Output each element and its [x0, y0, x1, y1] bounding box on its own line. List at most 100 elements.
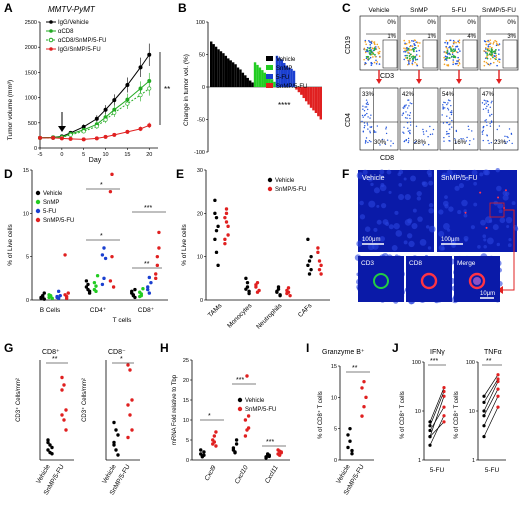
h-dots-dot: [202, 450, 206, 454]
b-bar: [219, 51, 223, 87]
b-bar: [314, 87, 318, 113]
c-event: [409, 59, 411, 62]
c-top-q2: 1%: [427, 34, 436, 40]
panel-i-ticks: 0 5 10 15: [331, 364, 340, 464]
g-dot: [116, 453, 120, 457]
c-event: [505, 142, 507, 145]
h-ticks-label: 0: [186, 458, 189, 464]
nucleus: [448, 206, 454, 212]
c-event: [374, 53, 376, 56]
d-ticks-label: 10: [23, 211, 29, 217]
nucleus: [386, 169, 392, 175]
c-event: [405, 111, 407, 113]
panel-c-flow-plots: Vehicle0%1%33%30%SnMP0%1%42%28%5-FU0%4%5…: [359, 7, 519, 151]
c-event: [368, 139, 371, 142]
c-event: [413, 141, 416, 144]
panel-a-title: MMTV-PyMT: [48, 5, 96, 14]
a-point: [37, 135, 42, 140]
c-bot-q2: 28%: [414, 140, 427, 146]
c-event: [362, 116, 364, 118]
b-bar: [266, 74, 269, 87]
c-event: [485, 43, 488, 46]
h-dots-dot: [231, 448, 236, 452]
c-event: [369, 117, 371, 119]
panel-h: H mRNA Fold relative to Tbp 0 5 10 15 20 25 *…: [160, 341, 290, 485]
b-ytick-label: -100: [194, 150, 205, 156]
c-event: [366, 124, 369, 126]
c-event: [367, 116, 369, 118]
nucleus: [507, 243, 512, 248]
nucleus: [461, 199, 468, 207]
c-event: [415, 63, 418, 65]
c-event: [486, 57, 489, 60]
e-dots-dot: [309, 267, 313, 272]
c-event: [486, 48, 489, 51]
c-event: [490, 121, 493, 124]
c-event: [370, 64, 373, 66]
c-event: [408, 39, 410, 42]
c-event: [410, 56, 413, 58]
panel-g-points: [46, 363, 134, 457]
e-dots-dot: [278, 293, 282, 297]
g-dot: [128, 413, 132, 417]
h-dots-dot: [243, 434, 248, 438]
c-event: [487, 139, 489, 142]
c-event: [408, 114, 411, 117]
c-event: [483, 60, 486, 63]
c-event: [487, 44, 490, 46]
c-event: [471, 130, 473, 132]
c-event: [422, 131, 425, 133]
micrograph-vehicle-title: Vehicle: [362, 175, 385, 182]
h-dots-dot: [199, 448, 203, 452]
nucleus: [495, 167, 500, 173]
c-event: [369, 126, 371, 128]
c-event: [490, 102, 492, 104]
b-bar: [227, 58, 230, 87]
c-event: [508, 128, 511, 130]
panel-b-label: B: [178, 1, 187, 15]
c-event: [373, 130, 375, 132]
c-event: [377, 51, 379, 54]
c-event: [403, 58, 406, 61]
a-point: [68, 136, 73, 141]
c-event: [491, 51, 494, 54]
c-event: [456, 62, 458, 65]
panel-d-points: [39, 172, 161, 301]
c-event: [443, 140, 445, 142]
b-bar: [297, 87, 301, 93]
e-dots-dot: [307, 272, 312, 276]
c-event: [408, 54, 411, 57]
panel-h-sig-0: *: [208, 413, 211, 420]
h-dots-dot: [265, 452, 270, 456]
panel-b-legend: Vehicle SnMP 5-FU SnMP/5-FU: [266, 56, 307, 90]
b-bar: [246, 77, 249, 87]
c-event: [413, 56, 415, 59]
b-bar: [309, 87, 313, 108]
c-gate: [462, 39, 478, 69]
c-event: [483, 103, 486, 106]
panel-h-sig-1: ***: [236, 377, 244, 384]
c-event: [407, 47, 410, 50]
panel-a-sig: **: [164, 85, 170, 94]
c-event: [489, 39, 492, 41]
c-event: [406, 121, 409, 124]
inset-cd8: [406, 256, 452, 302]
c-event: [496, 42, 498, 45]
c-event: [485, 102, 487, 104]
nucleus: [496, 242, 501, 247]
panel-d-group-2: CD8⁺: [138, 307, 155, 314]
c-event: [487, 100, 489, 103]
c-top-q1: 0%: [387, 20, 396, 26]
j-dot-after: [442, 394, 446, 398]
nucleus: [457, 210, 462, 215]
j-dot-after: [496, 405, 500, 409]
c-event: [373, 41, 375, 44]
b-bar: [234, 64, 237, 87]
a-point: [103, 134, 108, 139]
j-tick-label: 10: [415, 409, 421, 415]
e-dots-dot: [224, 220, 229, 224]
d-dots-dot: [55, 294, 59, 299]
e-ticks-label: 0: [200, 298, 203, 304]
panel-j-ylabel-1: % of CD8⁺ T cells: [399, 391, 406, 439]
